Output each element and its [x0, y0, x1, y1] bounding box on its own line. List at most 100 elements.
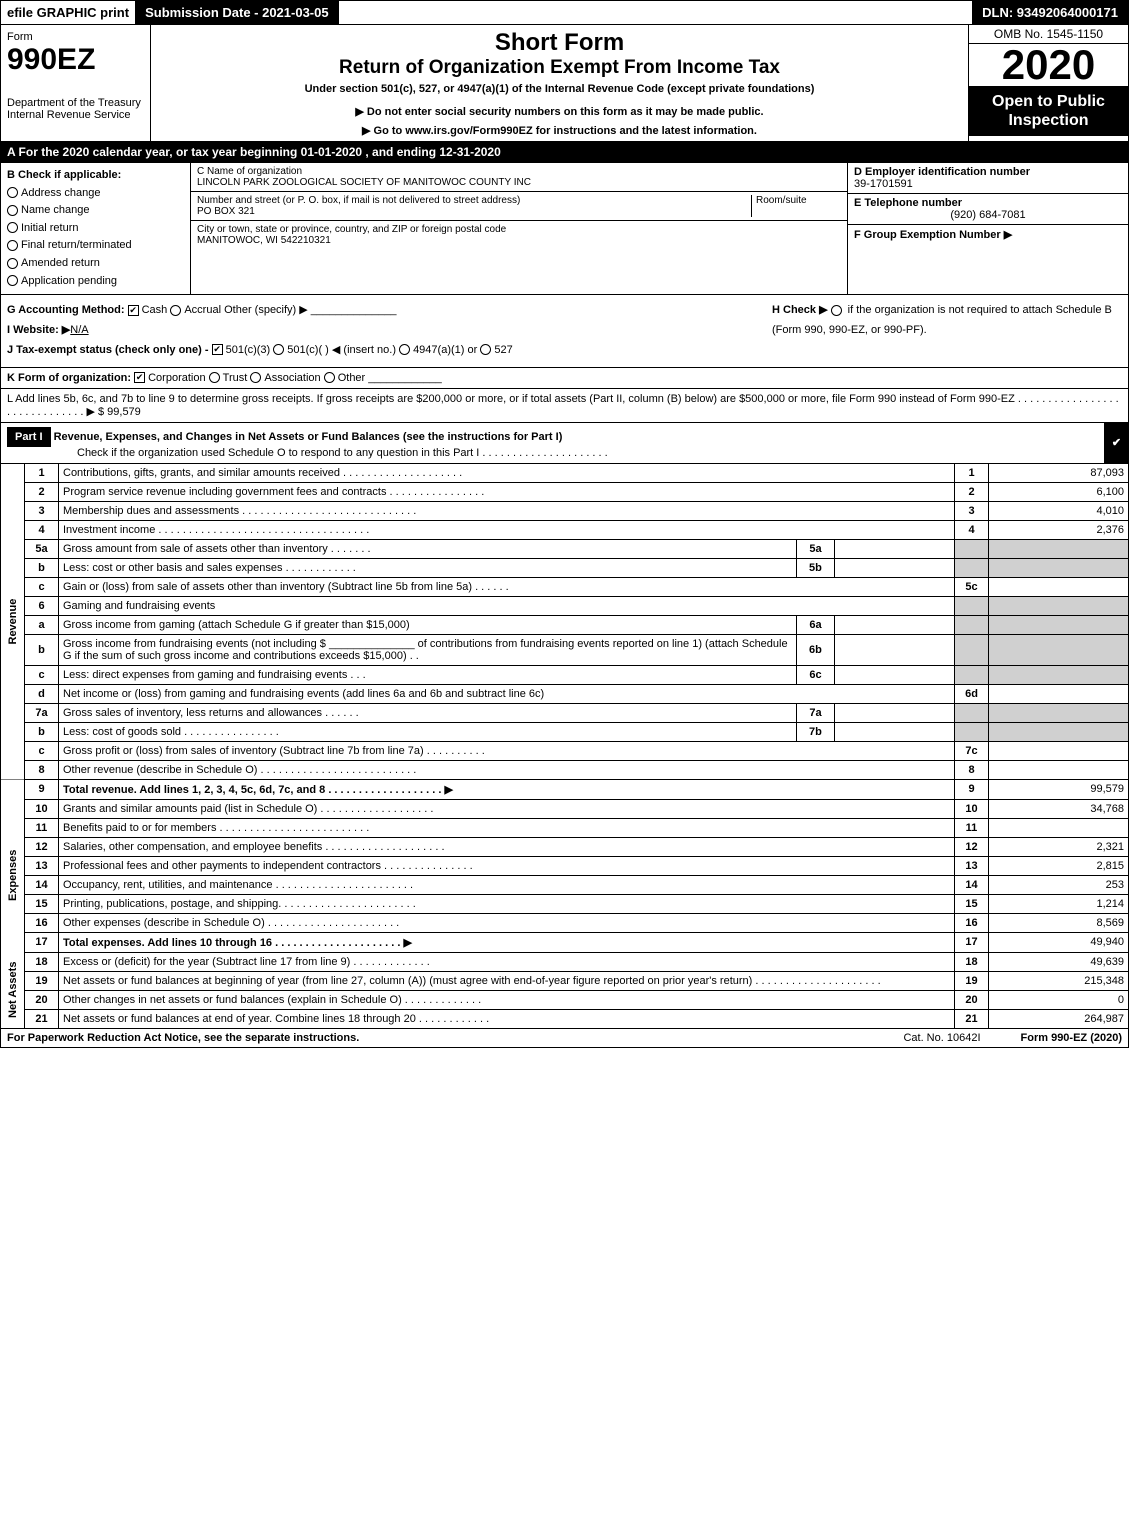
k-row: K Form of organization: Corporation Trus… [0, 368, 1129, 389]
table-row: Net Assets 18Excess or (deficit) for the… [1, 952, 1129, 971]
table-row: Expenses 10Grants and similar amounts pa… [1, 799, 1129, 818]
j-4947-check[interactable] [399, 344, 410, 355]
form-label: Form [7, 31, 144, 43]
col-b-checkboxes: B Check if applicable: Address change Na… [1, 163, 191, 294]
initial-return-check[interactable] [7, 222, 18, 233]
table-row: 6Gaming and fundraising events [1, 596, 1129, 615]
row-a-period: A For the 2020 calendar year, or tax yea… [0, 142, 1129, 163]
table-row: 9Total revenue. Add lines 1, 2, 3, 4, 5c… [1, 779, 1129, 799]
table-row: Revenue 1Contributions, gifts, grants, a… [1, 464, 1129, 483]
dln: DLN: 93492064000171 [972, 1, 1128, 24]
phone-label: E Telephone number [854, 197, 962, 209]
accrual-check[interactable] [170, 305, 181, 316]
table-row: bGross income from fundraising events (n… [1, 634, 1129, 665]
table-row: 13Professional fees and other payments t… [1, 856, 1129, 875]
return-title: Return of Organization Exempt From Incom… [157, 57, 962, 79]
col-d-ids: D Employer identification number 39-1701… [848, 163, 1128, 294]
part1-header: Part I Revenue, Expenses, and Changes in… [0, 423, 1129, 464]
table-row: bLess: cost or other basis and sales exp… [1, 558, 1129, 577]
h-check: H Check ▶ if the organization is not req… [762, 301, 1122, 341]
table-row: 4Investment income . . . . . . . . . . .… [1, 520, 1129, 539]
col-c-org: C Name of organization LINCOLN PARK ZOOL… [191, 163, 848, 294]
ssn-warning: ▶ Do not enter social security numbers o… [157, 105, 962, 118]
ein: 39-1701591 [854, 178, 913, 190]
h-checkbox[interactable] [831, 305, 842, 316]
efile-label[interactable]: efile GRAPHIC print [1, 3, 135, 22]
k-corp-check[interactable] [134, 372, 145, 383]
table-row: cLess: direct expenses from gaming and f… [1, 665, 1129, 684]
footer: For Paperwork Reduction Act Notice, see … [0, 1029, 1129, 1048]
website: N/A [70, 324, 88, 336]
final-return-check[interactable] [7, 240, 18, 251]
phone: (920) 684-7081 [854, 209, 1122, 221]
ein-label: D Employer identification number [854, 166, 1030, 178]
street-label: Number and street (or P. O. box, if mail… [197, 195, 520, 206]
schedule-o-check[interactable]: ✔ [1104, 423, 1128, 463]
form-footer: Form 990-EZ (2020) [1021, 1032, 1122, 1044]
cash-check[interactable] [128, 305, 139, 316]
application-pending-check[interactable] [7, 275, 18, 286]
table-row: dNet income or (loss) from gaming and fu… [1, 684, 1129, 703]
table-row: bLess: cost of goods sold . . . . . . . … [1, 722, 1129, 741]
table-row: 21Net assets or fund balances at end of … [1, 1009, 1129, 1028]
table-row: 16Other expenses (describe in Schedule O… [1, 913, 1129, 932]
part1-title: Revenue, Expenses, and Changes in Net As… [54, 431, 563, 443]
top-bar: efile GRAPHIC print Submission Date - 20… [0, 0, 1129, 25]
part1-sub: Check if the organization used Schedule … [77, 447, 608, 459]
table-row: 19Net assets or fund balances at beginni… [1, 971, 1129, 990]
submission-date: Submission Date - 2021-03-05 [135, 1, 339, 24]
goto-link[interactable]: ▶ Go to www.irs.gov/Form990EZ for instru… [157, 124, 962, 137]
form-header: Form 990EZ Department of the Treasury In… [0, 25, 1129, 142]
table-row: aGross income from gaming (attach Schedu… [1, 615, 1129, 634]
amended-return-check[interactable] [7, 258, 18, 269]
table-row: 14Occupancy, rent, utilities, and mainte… [1, 875, 1129, 894]
j-label: J Tax-exempt status (check only one) - [7, 344, 209, 356]
city-label: City or town, state or province, country… [197, 224, 506, 235]
expenses-label: Expenses [1, 799, 25, 952]
l-row: L Add lines 5b, 6c, and 7b to line 9 to … [0, 389, 1129, 423]
table-row: 8Other revenue (describe in Schedule O) … [1, 760, 1129, 779]
k-trust-check[interactable] [209, 372, 220, 383]
group-exemption-label: F Group Exemption Number ▶ [854, 229, 1012, 241]
cat-no: Cat. No. 10642I [903, 1032, 980, 1044]
table-row: cGross profit or (loss) from sales of in… [1, 741, 1129, 760]
c-name-label: C Name of organization [197, 166, 302, 177]
j-501c3-check[interactable] [212, 344, 223, 355]
netassets-label: Net Assets [1, 952, 25, 1028]
short-form-title: Short Form [157, 29, 962, 57]
table-row: 20Other changes in net assets or fund ba… [1, 990, 1129, 1009]
j-527-check[interactable] [480, 344, 491, 355]
table-row: 17Total expenses. Add lines 10 through 1… [1, 932, 1129, 952]
table-row: 2Program service revenue including gover… [1, 482, 1129, 501]
financial-table: Revenue 1Contributions, gifts, grants, a… [0, 464, 1129, 1029]
g-label: G Accounting Method: [7, 304, 125, 316]
j-501c-check[interactable] [273, 344, 284, 355]
k-assoc-check[interactable] [250, 372, 261, 383]
g-h-row: H Check ▶ if the organization is not req… [0, 295, 1129, 367]
org-name: LINCOLN PARK ZOOLOGICAL SOCIETY OF MANIT… [197, 177, 531, 188]
k-other-check[interactable] [324, 372, 335, 383]
irs-label: Internal Revenue Service [7, 109, 144, 121]
name-change-check[interactable] [7, 205, 18, 216]
part1-label: Part I [7, 427, 51, 447]
city: MANITOWOC, WI 542210321 [197, 235, 331, 246]
form-number: 990EZ [7, 43, 144, 77]
open-public: Open to Public Inspection [969, 86, 1128, 136]
pra-notice: For Paperwork Reduction Act Notice, see … [7, 1032, 359, 1044]
table-row: cGain or (loss) from sale of assets othe… [1, 577, 1129, 596]
dept-treasury: Department of the Treasury [7, 97, 144, 109]
table-row: 11Benefits paid to or for members . . . … [1, 818, 1129, 837]
table-row: 12Salaries, other compensation, and empl… [1, 837, 1129, 856]
table-row: 5aGross amount from sale of assets other… [1, 539, 1129, 558]
street: PO BOX 321 [197, 206, 255, 217]
info-grid: B Check if applicable: Address change Na… [0, 163, 1129, 295]
revenue-label: Revenue [1, 464, 25, 780]
table-row: 15Printing, publications, postage, and s… [1, 894, 1129, 913]
address-change-check[interactable] [7, 187, 18, 198]
tax-year: 2020 [969, 44, 1128, 86]
i-label: I Website: ▶ [7, 324, 70, 336]
under-section: Under section 501(c), 527, or 4947(a)(1)… [157, 83, 962, 95]
room-suite-label: Room/suite [751, 195, 841, 217]
table-row: 3Membership dues and assessments . . . .… [1, 501, 1129, 520]
table-row: 7aGross sales of inventory, less returns… [1, 703, 1129, 722]
